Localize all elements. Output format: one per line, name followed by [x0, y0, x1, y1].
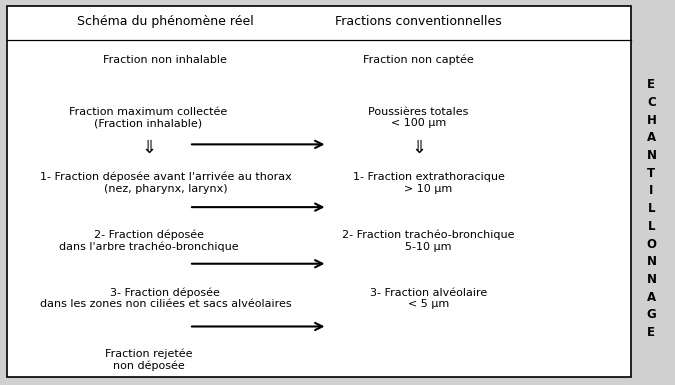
Text: 1- Fraction extrathoracique
> 10 μm: 1- Fraction extrathoracique > 10 μm — [352, 172, 504, 194]
Text: 2- Fraction trachéo-bronchique
5-10 μm: 2- Fraction trachéo-bronchique 5-10 μm — [342, 229, 515, 252]
Text: L: L — [647, 202, 655, 215]
Text: A: A — [647, 291, 656, 304]
Text: H: H — [647, 114, 656, 127]
Text: C: C — [647, 96, 655, 109]
Text: L: L — [647, 220, 655, 233]
Text: 1- Fraction déposée avant l'arrivée au thorax
(nez, pharynx, larynx): 1- Fraction déposée avant l'arrivée au t… — [40, 172, 291, 194]
Text: N: N — [647, 273, 656, 286]
Text: O: O — [647, 238, 656, 251]
Text: A: A — [647, 131, 656, 144]
Text: 2- Fraction déposée
dans l'arbre trachéo-bronchique: 2- Fraction déposée dans l'arbre trachéo… — [59, 229, 238, 252]
FancyBboxPatch shape — [7, 6, 631, 377]
Text: Poussières totales
< 100 μm: Poussières totales < 100 μm — [369, 107, 468, 128]
Text: T: T — [647, 167, 655, 180]
Text: Fractions conventionnelles: Fractions conventionnelles — [335, 15, 502, 28]
Text: ⇓: ⇓ — [411, 139, 426, 157]
Text: Schéma du phénomène réel: Schéma du phénomène réel — [77, 15, 254, 28]
Text: E: E — [647, 78, 655, 91]
Text: N: N — [647, 255, 656, 268]
Text: N: N — [647, 149, 656, 162]
Text: E: E — [647, 326, 655, 339]
Text: Fraction non inhalable: Fraction non inhalable — [103, 55, 227, 65]
Text: I: I — [649, 184, 653, 198]
Text: Fraction non captée: Fraction non captée — [363, 54, 474, 65]
Text: 3- Fraction déposée
dans les zones non ciliées et sacs alvéolaires: 3- Fraction déposée dans les zones non c… — [40, 287, 291, 310]
Text: Fraction maximum collectée
(Fraction inhalable): Fraction maximum collectée (Fraction inh… — [70, 107, 227, 128]
Text: 3- Fraction alvéolaire
< 5 μm: 3- Fraction alvéolaire < 5 μm — [370, 288, 487, 309]
Text: ⇓: ⇓ — [141, 139, 156, 157]
Text: Fraction rejetée
non déposée: Fraction rejetée non déposée — [105, 349, 192, 371]
Text: G: G — [647, 308, 656, 321]
